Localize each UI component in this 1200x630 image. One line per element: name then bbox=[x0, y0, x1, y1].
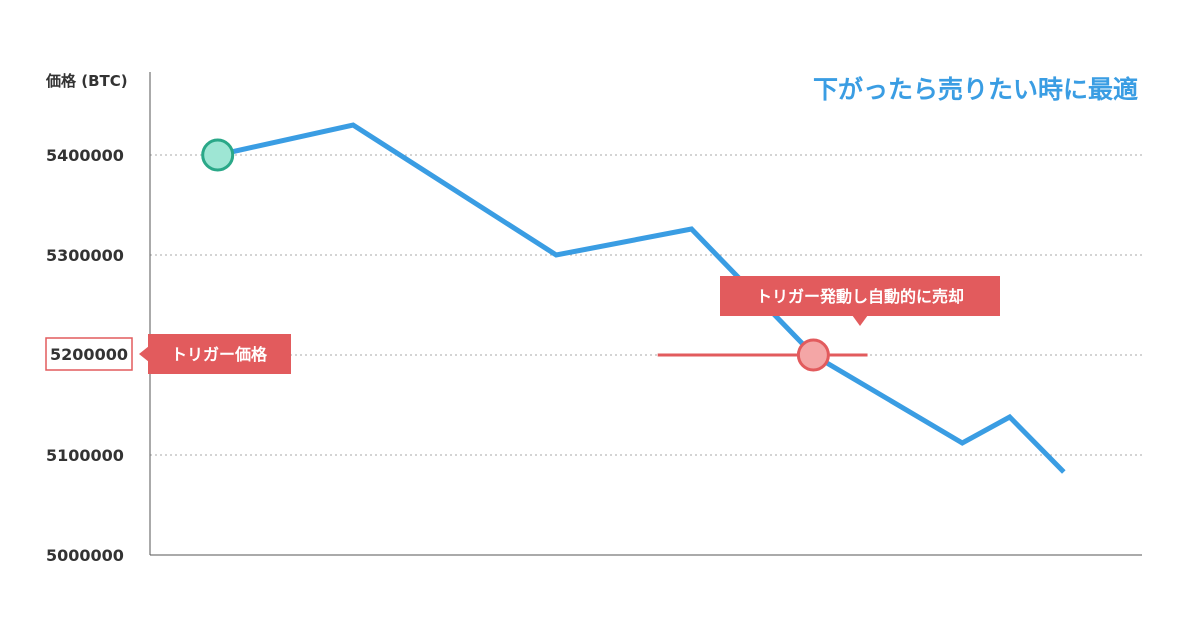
axes bbox=[149, 72, 1142, 556]
y-tick-label: 5000000 bbox=[46, 546, 124, 565]
y-tick-labels: 5400000 5300000 5100000 5000000 bbox=[46, 146, 124, 565]
markers bbox=[201, 138, 830, 372]
y-axis-title: 価格 (BTC) bbox=[45, 72, 128, 90]
chart-headline: 下がったら売りたい時に最適 bbox=[813, 75, 1138, 104]
sell-point-marker bbox=[796, 338, 830, 372]
auto-sell-text: トリガー発動し自動的に売却 bbox=[756, 287, 964, 306]
start-point-marker bbox=[201, 138, 235, 172]
trigger-label-text: トリガー価格 bbox=[171, 345, 268, 364]
trigger-price-value: 5200000 bbox=[50, 345, 128, 364]
trigger-label-pointer bbox=[139, 346, 149, 362]
y-tick-label: 5300000 bbox=[46, 246, 124, 265]
trigger-label-box bbox=[148, 334, 291, 374]
auto-sell-pointer bbox=[852, 315, 868, 326]
y-tick-label: 5100000 bbox=[46, 446, 124, 465]
grid-lines bbox=[150, 154, 1142, 456]
trigger-price-callout: 5200000 トリガー価格 bbox=[45, 334, 291, 374]
auto-sell-callout: トリガー発動し自動的に売却 bbox=[720, 276, 1000, 326]
trigger-price-box bbox=[45, 337, 133, 371]
y-tick-label: 5400000 bbox=[46, 146, 124, 165]
auto-sell-box bbox=[720, 276, 1000, 316]
